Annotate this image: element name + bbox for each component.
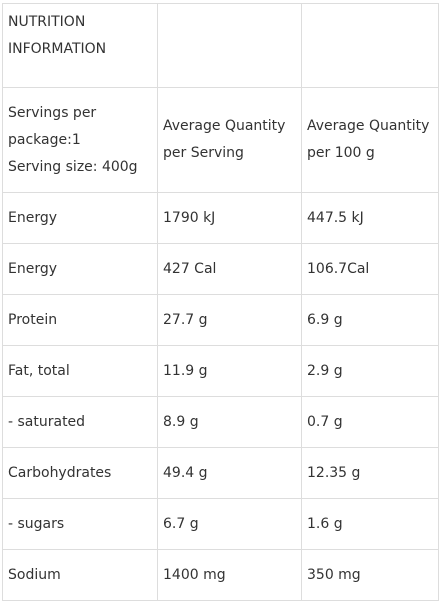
- nutrient-name-cell: Protein: [2, 294, 158, 346]
- per-100g-cell: 0.7 g: [301, 396, 439, 448]
- per-100g-header-cell: Average Quantity per 100 g: [301, 87, 439, 193]
- table-header-row: Servings per package:1 Serving size: 400…: [2, 87, 439, 193]
- per-serving-cell: 49.4 g: [157, 447, 302, 499]
- table-row: Sodium 1400 mg 350 mg: [2, 549, 439, 601]
- per-100g-cell: 6.9 g: [301, 294, 439, 346]
- servings-header-cell: Servings per package:1 Serving size: 400…: [2, 87, 158, 193]
- table-row: Energy 427 Cal 106.7Cal: [2, 243, 439, 295]
- table-row: Fat, total 11.9 g 2.9 g: [2, 345, 439, 397]
- per-100g-header-line: Average Quantity: [307, 118, 430, 134]
- table-title-line: INFORMATION: [8, 41, 107, 57]
- servings-header-line: Serving size: 400g: [8, 158, 138, 175]
- nutrient-name-cell: Sodium: [2, 549, 158, 601]
- per-100g-cell: 2.9 g: [301, 345, 439, 397]
- per-100g-header-line: per 100 g: [307, 145, 375, 161]
- table-row: - saturated 8.9 g 0.7 g: [2, 396, 439, 448]
- per-serving-cell: 11.9 g: [157, 345, 302, 397]
- per-serving-cell: 27.7 g: [157, 294, 302, 346]
- table-title-cell: NUTRITION INFORMATION: [2, 3, 158, 88]
- per-serving-header-cell: Average Quantity per Serving: [157, 87, 302, 193]
- per-100g-cell: 447.5 kJ: [301, 192, 439, 244]
- nutrient-name-cell: Energy: [2, 243, 158, 295]
- per-serving-cell: 8.9 g: [157, 396, 302, 448]
- table-row: Energy 1790 kJ 447.5 kJ: [2, 192, 439, 244]
- nutrient-name-cell: Carbohydrates: [2, 447, 158, 499]
- per-100g-cell: 350 mg: [301, 549, 439, 601]
- servings-header-line: package:1: [8, 131, 81, 148]
- nutrient-name-cell: Energy: [2, 192, 158, 244]
- per-100g-cell: 1.6 g: [301, 498, 439, 550]
- nutrient-name-cell: - saturated: [2, 396, 158, 448]
- per-serving-header-line: Average Quantity: [163, 118, 286, 134]
- empty-cell: [301, 3, 439, 88]
- table-title-line: NUTRITION: [8, 14, 86, 30]
- per-serving-cell: 1790 kJ: [157, 192, 302, 244]
- nutrition-table: NUTRITION INFORMATION Servings per packa…: [2, 3, 439, 601]
- per-serving-cell: 6.7 g: [157, 498, 302, 550]
- table-row: Carbohydrates 49.4 g 12.35 g: [2, 447, 439, 499]
- table-row: Protein 27.7 g 6.9 g: [2, 294, 439, 346]
- per-serving-cell: 1400 mg: [157, 549, 302, 601]
- empty-cell: [157, 3, 302, 88]
- per-serving-cell: 427 Cal: [157, 243, 302, 295]
- per-100g-cell: 106.7Cal: [301, 243, 439, 295]
- table-title-row: NUTRITION INFORMATION: [2, 3, 439, 88]
- servings-header-line: Servings per: [8, 104, 97, 121]
- per-100g-cell: 12.35 g: [301, 447, 439, 499]
- nutrient-name-cell: Fat, total: [2, 345, 158, 397]
- nutrient-name-cell: - sugars: [2, 498, 158, 550]
- per-serving-header-line: per Serving: [163, 145, 244, 161]
- table-row: - sugars 6.7 g 1.6 g: [2, 498, 439, 550]
